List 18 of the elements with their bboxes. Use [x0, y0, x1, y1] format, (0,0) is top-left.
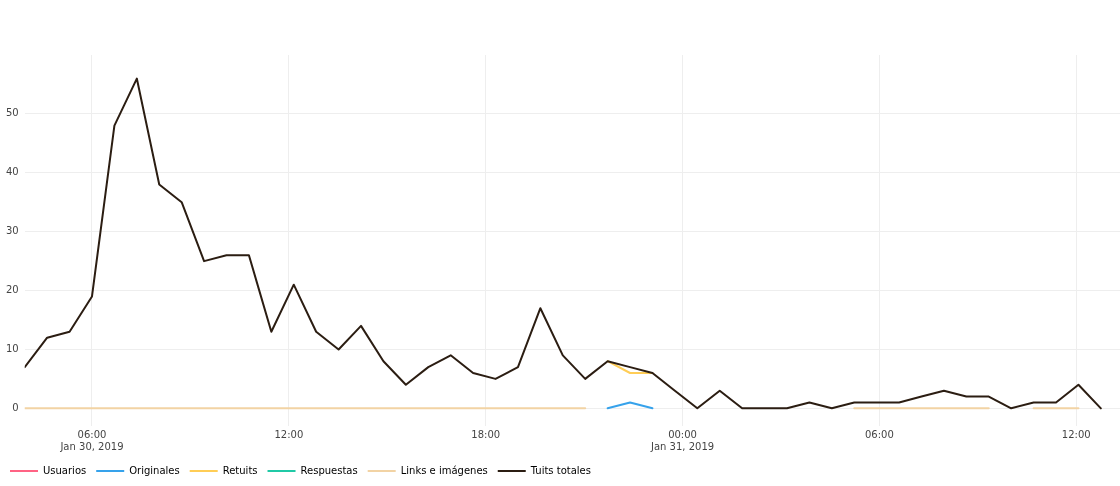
y-tick-label: 20 — [5, 284, 19, 296]
x-tick-label: 18:00 — [471, 428, 501, 440]
x-tick-label: 12:00 — [274, 428, 304, 440]
y-tick-label: 10 — [5, 343, 19, 355]
y-tick-label: 30 — [5, 225, 19, 237]
legend-label: Originales — [129, 464, 180, 476]
x-tick-label: 06:00 Jan 30, 2019 — [59, 428, 124, 452]
x-tick-label: 06:00 — [864, 428, 894, 440]
x-tick-label: 00:00 Jan 31, 2019 — [649, 428, 715, 452]
x-tick-label: 12:00 — [1061, 428, 1091, 440]
y-tick-label: 0 — [12, 401, 19, 413]
legend-label: Usuarios — [43, 464, 87, 476]
y-tick-label: 40 — [5, 166, 19, 178]
legend-label: Links e imágenes — [400, 464, 488, 476]
y-tick-label: 50 — [5, 107, 19, 119]
legend-label: Tuits totales — [529, 464, 591, 476]
legend-label: Retuits — [222, 464, 258, 476]
legend-label: Respuestas — [300, 464, 358, 476]
